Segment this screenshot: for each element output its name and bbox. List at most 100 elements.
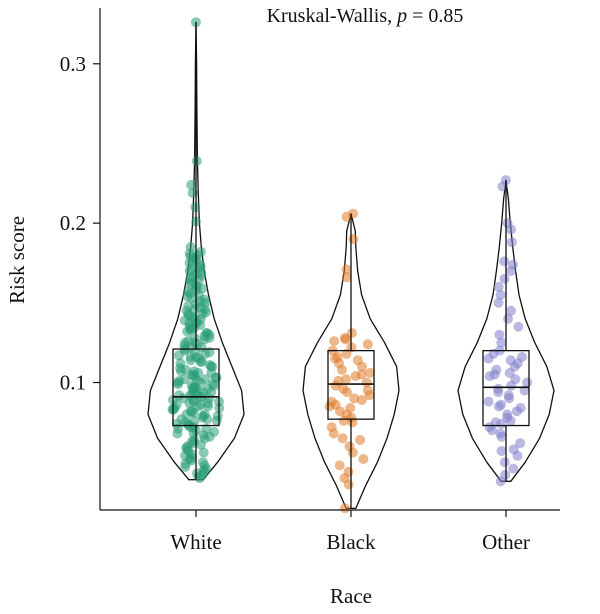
data-point [190,202,201,213]
x-tick-label: White [170,530,221,554]
data-point [186,179,197,190]
data-point [483,353,494,364]
points-layer [167,17,533,514]
data-point [181,305,192,316]
x-axis-label: Race [330,584,372,608]
data-point [193,367,204,378]
data-point [504,393,515,404]
y-tick-label: 0.2 [60,211,86,235]
data-point [188,383,199,394]
data-point [495,428,506,439]
data-point [497,181,508,192]
data-point [348,234,359,245]
data-point [330,353,341,364]
data-point [340,503,350,514]
data-point [189,337,200,348]
data-point [334,460,345,471]
data-point [198,465,209,476]
data-point [346,328,357,339]
data-point [505,415,516,426]
data-point [355,434,366,445]
data-point [200,374,211,385]
data-point [187,187,198,198]
data-point [212,411,223,421]
data-point [506,305,516,316]
data-point [337,433,348,444]
annotation-suffix: = 0.85 [407,5,463,27]
data-point [515,438,526,449]
annotation-prefix: Kruskal-Wallis, [267,5,398,27]
data-point [343,479,354,490]
x-tick-label: Other [482,530,530,554]
data-point [187,452,197,463]
x-tick-label: Black [327,530,376,554]
data-point [362,385,373,396]
data-point [191,156,202,166]
data-point [172,428,183,439]
data-point [196,267,207,278]
data-point [493,281,504,292]
data-point [341,264,352,275]
data-point [341,348,352,359]
data-point [176,366,186,377]
data-point [193,401,204,412]
data-point [358,454,369,464]
data-point [341,211,352,222]
data-point [362,339,373,350]
data-point [329,336,340,347]
data-point [357,361,367,372]
data-point [493,401,504,412]
data-point [499,457,510,468]
data-point [185,406,196,417]
data-point [349,393,360,404]
data-point [365,367,375,378]
data-point [172,377,183,388]
data-point [506,380,517,391]
data-point [341,374,352,385]
data-point [506,237,517,248]
data-point [206,361,217,372]
data-point [505,266,516,276]
data-point [338,415,349,426]
data-point [341,272,352,283]
y-tick-label: 0.1 [60,371,86,395]
data-point [201,328,212,339]
data-point [204,347,215,358]
data-point [356,369,367,380]
data-point [508,463,519,474]
data-point [496,446,507,456]
data-point [356,395,367,405]
data-point [490,417,501,428]
data-point [347,447,358,458]
data-point [513,321,524,332]
data-point [483,396,494,407]
data-point [186,436,197,447]
data-point [499,256,510,267]
data-point [201,423,212,434]
data-point [198,447,209,458]
data-point [512,450,523,461]
data-point [511,406,522,417]
data-point [342,387,352,398]
data-point [328,428,339,439]
data-point [189,415,200,426]
data-point [207,379,218,390]
x-ticks: White Black Other [170,510,530,554]
data-point [324,401,335,412]
data-point [495,289,506,300]
y-axis-label: Risk score [5,216,29,304]
data-point [489,369,500,380]
data-point [196,439,206,450]
data-point [493,297,504,308]
data-point [506,224,516,235]
data-point [340,334,351,345]
box-white [172,348,220,427]
annotation-text: Kruskal-Wallis, p = 0.85 [267,5,464,27]
data-point [190,17,201,28]
data-point [180,458,191,469]
data-point [495,476,506,487]
data-point [361,377,372,388]
data-point [504,367,515,378]
data-point [204,393,215,404]
